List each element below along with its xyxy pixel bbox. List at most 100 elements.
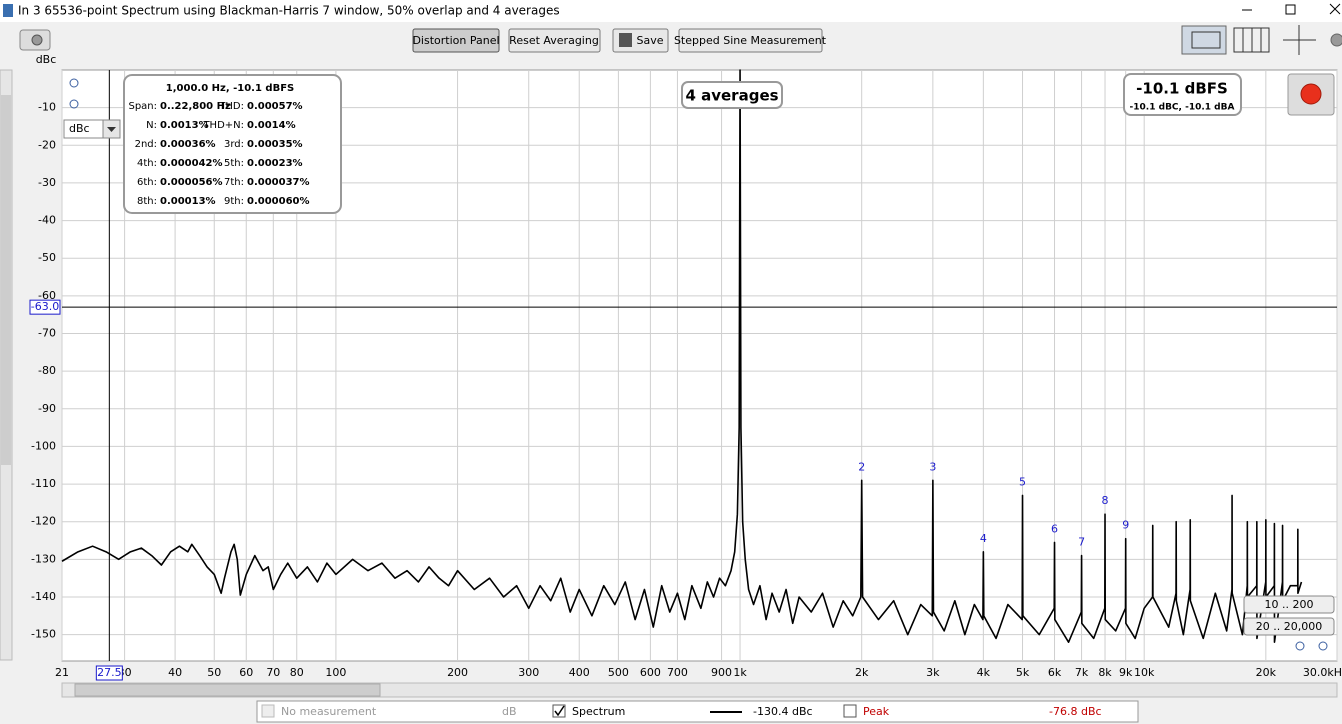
checkbox[interactable]	[843, 704, 857, 718]
harmonic-label: 5	[1019, 475, 1026, 488]
x-tick-label: 10k	[1134, 666, 1155, 679]
panel-value: 0.0014%	[247, 120, 296, 131]
view-icon[interactable]	[1242, 28, 1262, 52]
scroll-thumb[interactable]	[1, 95, 11, 465]
harmonic-label: 6	[1051, 522, 1058, 535]
dropdown-arrow[interactable]	[107, 127, 116, 132]
harmonic-label: 2	[858, 460, 865, 473]
panel-value: 0..22,800 Hz	[160, 101, 231, 112]
button-bg[interactable]	[508, 28, 601, 53]
preset-label[interactable]: 20 .. 20,000	[1256, 620, 1322, 633]
x-tick-label: 30.0kH	[1303, 666, 1342, 679]
x-tick-label: 40	[168, 666, 182, 679]
panel-label: Span:	[128, 101, 157, 112]
window-controls[interactable]	[1242, 3, 1341, 15]
unit-dropdown[interactable]: dBc	[63, 119, 121, 139]
legend-inactive-unit: dB	[502, 705, 517, 718]
x-tick-label: 21	[55, 666, 69, 679]
dropdown-value[interactable]: dBc	[69, 122, 90, 135]
panel-value: 0.000042%	[160, 158, 223, 169]
harmonic-label: 7	[1078, 536, 1085, 549]
zoom-out-icon[interactable]	[1295, 641, 1305, 651]
panel-value: 0.00035%	[247, 139, 303, 150]
x-tick-label: 600	[640, 666, 661, 679]
checkbox[interactable]	[261, 704, 275, 718]
legend-value: -130.4 dBc	[753, 705, 813, 718]
x-zoom[interactable]	[1295, 641, 1328, 651]
x-tick-label: 3k	[926, 666, 940, 679]
zoom-in-icon[interactable]	[1318, 641, 1328, 651]
harmonic-label: 3	[929, 460, 936, 473]
y-tick-label: -120	[31, 515, 56, 528]
panel-label: 5th:	[224, 158, 244, 169]
panel-label: THD:	[218, 101, 244, 112]
x-tick-label: 300	[518, 666, 539, 679]
x-tick-label: 8k	[1098, 666, 1112, 679]
x-tick-label: 50	[207, 666, 221, 679]
panel-value: 0.0013%	[160, 120, 209, 131]
cursor-y-box	[29, 299, 61, 315]
save-icon[interactable]	[619, 33, 632, 47]
button-label[interactable]: Stepped Sine Measurement	[674, 34, 827, 47]
y-tick-label: -110	[31, 477, 56, 490]
title-bar	[0, 0, 1342, 22]
scale-button[interactable]	[1283, 25, 1316, 55]
cursor-y-label: -63.0	[31, 300, 59, 313]
x-tick-label: 6k	[1048, 666, 1062, 679]
button-label[interactable]: Distortion Panel	[412, 34, 499, 47]
panel-label: 9th:	[224, 196, 244, 207]
maximize[interactable]	[1285, 4, 1296, 15]
button-label[interactable]: Reset Averaging	[509, 34, 599, 47]
x-tick-label: 70	[266, 666, 280, 679]
y-zoom[interactable]	[69, 78, 79, 109]
scroll-thumb[interactable]	[74, 683, 381, 697]
camera-lens[interactable]	[31, 34, 43, 46]
panel-value: 0.00036%	[160, 139, 216, 150]
button-bg[interactable]	[412, 28, 500, 53]
averages-label: 4 averages	[685, 87, 778, 105]
legend-inactive: No measurement	[281, 705, 377, 718]
legend-bar	[256, 700, 1139, 723]
y-tick-label: -70	[38, 327, 56, 340]
panel-label: 8th:	[137, 196, 157, 207]
preset-label[interactable]: 10 .. 200	[1265, 598, 1314, 611]
x-tick-label: 5k	[1016, 666, 1030, 679]
y-tick-label: -60	[38, 289, 56, 302]
legend-peak-value: -76.8 dBc	[1049, 705, 1102, 718]
view-buttons[interactable]	[1181, 25, 1342, 55]
preset-button[interactable]	[1243, 595, 1335, 614]
app-icon	[3, 4, 13, 17]
y-tick-label: -10	[38, 101, 56, 114]
panel-heading: 1,000.0 Hz, -10.1 dBFS	[166, 83, 294, 94]
x-tick-label: 100	[325, 666, 346, 679]
legend-series: Spectrum	[572, 705, 625, 718]
zoom-in-icon[interactable]	[69, 78, 79, 88]
settings-button[interactable]	[1330, 33, 1342, 47]
panel-label: 7th:	[224, 177, 244, 188]
panel-label: 6th:	[137, 177, 157, 188]
panel-label: 4th:	[137, 158, 157, 169]
averages-box	[681, 81, 783, 109]
panel-value: 0.000060%	[247, 196, 310, 207]
preset-button[interactable]	[1243, 617, 1335, 636]
x-tick-label: 7k	[1075, 666, 1089, 679]
close[interactable]	[1329, 3, 1341, 15]
view-icon[interactable]	[1191, 31, 1221, 49]
panel-label: 3rd:	[224, 139, 244, 150]
x-tick-label: 9k	[1119, 666, 1133, 679]
y-tick-label: -20	[38, 138, 56, 151]
x-tick-label: 2k	[855, 666, 869, 679]
horizontal-scrollbar[interactable]	[61, 682, 1338, 698]
x-tick-label: 4k	[977, 666, 991, 679]
button-bg[interactable]	[678, 28, 823, 53]
x-tick-label: 20k	[1256, 666, 1277, 679]
camera-button[interactable]	[19, 29, 51, 51]
y-tick-label: -100	[31, 439, 56, 452]
x-tick-label: 700	[667, 666, 688, 679]
zoom-out-icon[interactable]	[69, 99, 79, 109]
record-light[interactable]	[1300, 83, 1322, 105]
y-tick-label: -50	[38, 251, 56, 264]
view-button[interactable]	[1181, 25, 1227, 55]
button-label[interactable]: Save	[636, 34, 663, 47]
